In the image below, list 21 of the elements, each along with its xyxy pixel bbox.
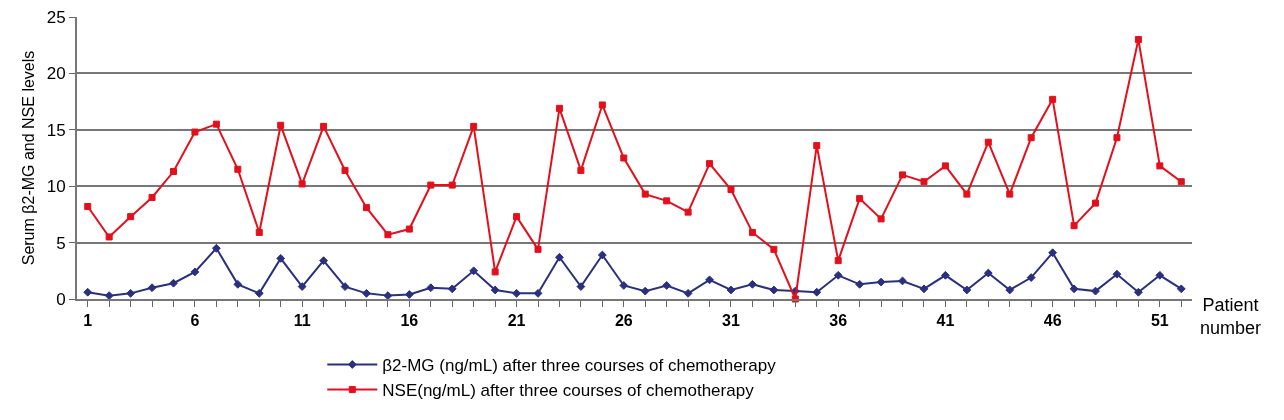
y-tick-label: 25 xyxy=(46,7,66,27)
y-tick-label: 20 xyxy=(46,64,66,84)
x-tick-label: 11 xyxy=(293,312,311,330)
x-axis-title: Patient number xyxy=(1200,295,1262,339)
x-tick-label: 26 xyxy=(614,312,633,330)
x-tick-label: 36 xyxy=(829,312,848,330)
x-tick-label: 51 xyxy=(1150,312,1169,330)
y-tick-label: 0 xyxy=(56,289,66,309)
y-tick-label: 5 xyxy=(56,233,66,253)
legend-label: β2-MG (ng/mL) after three courses of chemotherapy xyxy=(382,356,777,376)
y-tick-label: 15 xyxy=(46,120,66,140)
x-tick-label: 41 xyxy=(936,312,955,330)
y-tick-label: 10 xyxy=(46,177,66,197)
x-tick-label: 31 xyxy=(722,312,740,330)
x-tick-label: 46 xyxy=(1043,312,1062,330)
x-tick-label: 6 xyxy=(190,312,200,330)
x-tick-label: 1 xyxy=(83,312,93,330)
x-tick-label: 16 xyxy=(400,312,419,330)
y-axis-title: Serum β2-MG and NSE levels xyxy=(20,50,38,266)
legend-label: NSE(ng/mL) after three courses of chemotherapy xyxy=(382,381,755,401)
x-tick-label: 21 xyxy=(507,312,526,330)
